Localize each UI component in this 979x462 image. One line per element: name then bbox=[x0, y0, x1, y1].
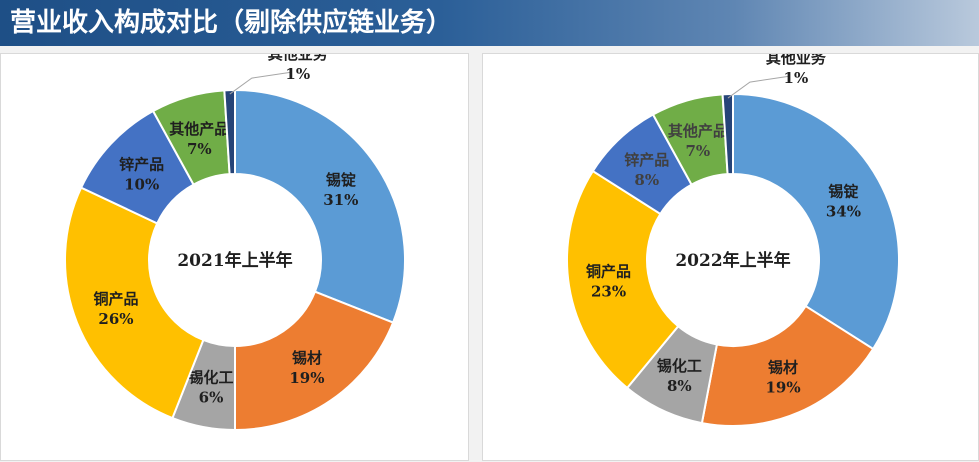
slice-label-tin-chemical: 锡化工 bbox=[657, 357, 702, 375]
slice-copper-products bbox=[64, 186, 205, 420]
slice-label-other-products: 其他产品 bbox=[668, 122, 728, 140]
slice-label-tin-material: 锡材 bbox=[768, 359, 798, 377]
center-label: 2022年上半年 bbox=[675, 250, 790, 271]
slice-label-other-products: 其他产品 bbox=[169, 120, 229, 138]
slice-value-copper-products: 23% bbox=[591, 283, 626, 301]
slice-tin-material bbox=[700, 304, 875, 427]
slice-label-other-business: 其他业务 bbox=[766, 54, 827, 67]
page-title: 营业收入构成对比（剔除供应链业务） bbox=[10, 8, 453, 38]
donut-chart-2022: 锡锭 34% 锡材 19% 锡化工 8% 铜产品 23% 锌产品 8% 其他产品 7% 其他业务 1% 20… bbox=[566, 54, 900, 427]
slice-label-zinc-products: 锌产品 bbox=[624, 151, 669, 169]
slice-tin-ingot bbox=[732, 92, 900, 351]
slice-other-business bbox=[721, 92, 734, 176]
slice-label-zinc-products: 锌产品 bbox=[119, 155, 164, 173]
slice-value-tin-chemical: 6% bbox=[199, 389, 224, 407]
slice-tin-material bbox=[234, 290, 395, 432]
slice-value-tin-ingot: 31% bbox=[323, 191, 358, 209]
leader-line bbox=[727, 75, 790, 99]
slice-value-other-business: 1% bbox=[784, 69, 809, 87]
slice-label-other-business: 其他业务 bbox=[268, 54, 329, 63]
header-bar: 营业收入构成对比（剔除供应链业务） bbox=[0, 0, 979, 46]
slice-value-zinc-products: 8% bbox=[634, 171, 659, 189]
slice-value-tin-material: 19% bbox=[289, 369, 324, 387]
chart-panel-2022: 锡锭 34% 锡材 19% 锡化工 8% 铜产品 23% 锌产品 8% 其他产品 7% 其他业务 1% 20… bbox=[482, 53, 979, 461]
slice-label-copper-products: 铜产品 bbox=[93, 290, 138, 308]
slice-value-other-products: 7% bbox=[685, 142, 710, 160]
slice-value-other-products: 7% bbox=[187, 140, 212, 158]
slice-tin-ingot bbox=[234, 88, 406, 324]
slice-copper-products bbox=[566, 169, 680, 390]
donut-chart-2021: 锡锭 31% 锡材 19% 锡化工 6% 铜产品 26% 锌产品 10% 其他产品 7% 其他业务 1% 2… bbox=[64, 54, 406, 432]
chart-panel-2021: 锡锭 31% 锡材 19% 锡化工 6% 铜产品 26% 锌产品 10% 其他产品 7% 其他业务 1% 2… bbox=[0, 53, 469, 461]
slice-other-business bbox=[223, 88, 236, 176]
slice-value-tin-chemical: 8% bbox=[667, 377, 692, 395]
slice-label-tin-chemical: 锡化工 bbox=[189, 369, 234, 387]
slice-label-tin-ingot: 锡锭 bbox=[828, 182, 858, 200]
slice-label-copper-products: 铜产品 bbox=[586, 263, 631, 281]
slice-value-tin-material: 19% bbox=[765, 379, 800, 397]
center-label: 2021年上半年 bbox=[177, 250, 292, 271]
slice-value-zinc-products: 10% bbox=[124, 175, 159, 193]
slice-label-tin-ingot: 锡锭 bbox=[326, 171, 356, 189]
slice-label-tin-material: 锡材 bbox=[292, 349, 322, 367]
slice-value-copper-products: 26% bbox=[98, 310, 133, 328]
slice-value-other-business: 1% bbox=[285, 65, 310, 83]
leader-line bbox=[229, 71, 292, 95]
slice-value-tin-ingot: 34% bbox=[826, 202, 861, 220]
